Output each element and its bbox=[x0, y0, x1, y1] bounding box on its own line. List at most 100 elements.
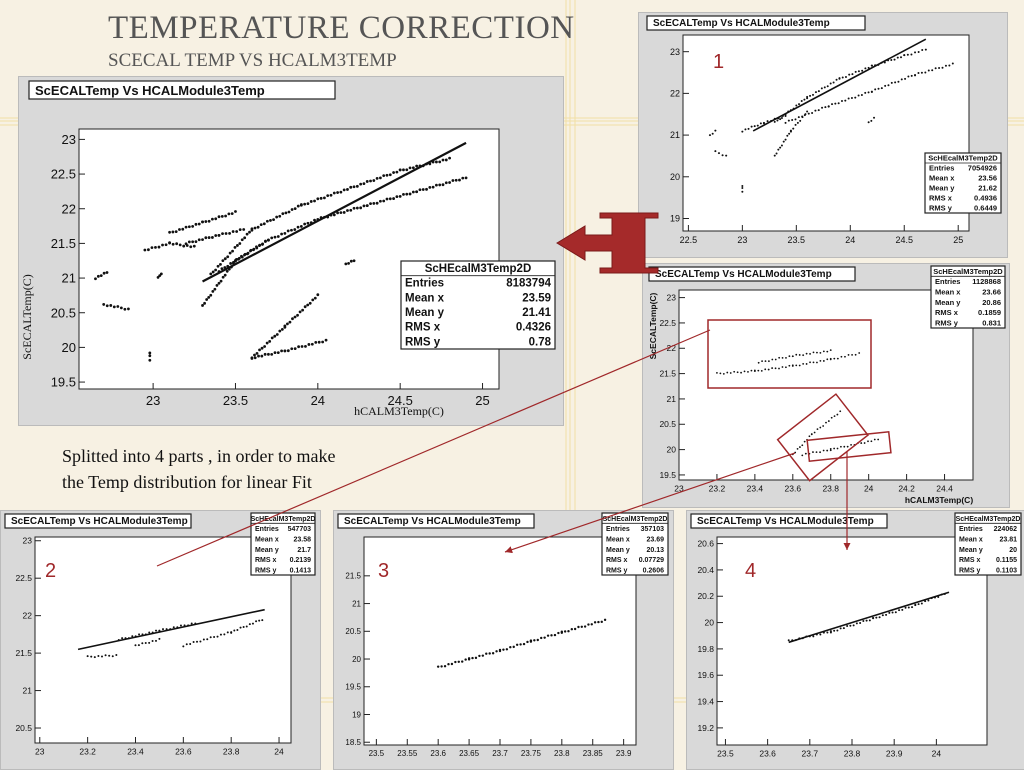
data-point bbox=[178, 243, 182, 247]
data-point bbox=[767, 368, 770, 371]
data-point bbox=[199, 640, 202, 643]
data-point bbox=[540, 636, 543, 640]
data-point bbox=[273, 235, 277, 239]
data-point bbox=[220, 214, 224, 218]
data-point bbox=[833, 357, 836, 360]
data-point bbox=[800, 100, 803, 103]
data-series bbox=[741, 184, 744, 193]
data-point bbox=[440, 665, 443, 668]
data-point bbox=[747, 127, 750, 130]
data-point bbox=[286, 229, 290, 233]
data-series bbox=[436, 618, 607, 668]
data-point bbox=[865, 619, 868, 622]
stats-label: RMS x bbox=[929, 194, 953, 203]
data-point bbox=[799, 119, 802, 122]
data-point bbox=[837, 102, 840, 105]
data-series bbox=[201, 238, 270, 307]
data-point bbox=[773, 154, 776, 157]
data-point bbox=[474, 656, 478, 660]
data-point bbox=[344, 262, 348, 266]
data-point bbox=[362, 182, 366, 186]
data-point bbox=[842, 627, 845, 630]
data-point bbox=[280, 232, 283, 236]
data-point bbox=[418, 188, 422, 192]
y-tick-label: 21.5 bbox=[15, 648, 32, 658]
y-tick-label: 23 bbox=[670, 47, 680, 57]
x-tick-label: 23.5 bbox=[369, 749, 385, 758]
data-point bbox=[900, 78, 903, 81]
data-point bbox=[881, 614, 884, 617]
y-tick-label: 22 bbox=[62, 201, 76, 216]
y-tick-label: 19 bbox=[670, 214, 680, 224]
plot-area bbox=[682, 34, 970, 232]
data-point bbox=[495, 650, 498, 653]
data-point bbox=[321, 340, 325, 344]
data-point bbox=[306, 303, 310, 307]
data-point bbox=[207, 295, 211, 299]
data-point bbox=[261, 243, 264, 246]
x-tick-label: 24.5 bbox=[895, 235, 913, 245]
data-point bbox=[603, 618, 607, 622]
data-point bbox=[229, 262, 233, 265]
data-point bbox=[844, 75, 847, 78]
data-point bbox=[342, 211, 346, 214]
stats-value: 0.1155 bbox=[996, 557, 1017, 564]
data-point bbox=[211, 236, 214, 239]
fit-line bbox=[77, 608, 265, 651]
data-point bbox=[185, 643, 188, 646]
x-tick-label: 23.7 bbox=[492, 749, 508, 758]
data-point bbox=[204, 236, 208, 240]
stats-label: RMS x bbox=[959, 557, 981, 564]
data-point bbox=[791, 355, 794, 358]
data-point bbox=[485, 652, 488, 655]
data-point bbox=[182, 244, 186, 248]
data-point bbox=[867, 440, 869, 443]
data-point bbox=[911, 606, 914, 609]
data-point bbox=[359, 206, 363, 210]
x-tick-label: 23.5 bbox=[788, 235, 806, 245]
data-point bbox=[372, 179, 376, 182]
data-point bbox=[798, 103, 801, 106]
data-point bbox=[298, 310, 302, 314]
data-point bbox=[744, 128, 747, 131]
x-tick-label: 23.9 bbox=[886, 749, 903, 759]
data-series bbox=[867, 116, 876, 124]
y-tick-label: 22 bbox=[23, 611, 33, 621]
x-tick-label: 23.6 bbox=[759, 749, 776, 759]
stats-value: 21.62 bbox=[978, 184, 997, 193]
data-point bbox=[189, 245, 193, 249]
data-point bbox=[454, 660, 457, 664]
data-point bbox=[816, 351, 818, 354]
data-point bbox=[827, 105, 830, 108]
data-point bbox=[148, 631, 151, 634]
data-point bbox=[296, 204, 300, 208]
data-point bbox=[179, 624, 182, 627]
data-point bbox=[447, 663, 450, 666]
data-point bbox=[297, 345, 301, 349]
data-series bbox=[182, 619, 264, 648]
stats-value: 23.56 bbox=[978, 174, 997, 183]
data-series bbox=[134, 637, 161, 647]
data-point bbox=[890, 81, 893, 84]
data-point bbox=[240, 238, 244, 242]
data-point bbox=[854, 70, 857, 73]
data-point bbox=[226, 255, 230, 259]
data-point bbox=[154, 245, 157, 249]
data-point bbox=[267, 238, 270, 242]
x-tick-label: 24.2 bbox=[898, 484, 915, 494]
chart-panel-1: ScECALTemp Vs HCALModule3Temp 22.5 23 23.5 2… bbox=[638, 12, 1008, 258]
data-point bbox=[756, 124, 759, 127]
data-point bbox=[577, 625, 580, 629]
data-point bbox=[96, 274, 100, 278]
data-point bbox=[306, 202, 310, 206]
data-point bbox=[265, 341, 269, 345]
data-point bbox=[590, 623, 593, 626]
data-point bbox=[251, 622, 254, 625]
chart-panel-4: ScECALTemp Vs HCALModule3Temp 23.5 23.6 23.… bbox=[686, 510, 1024, 770]
data-point bbox=[223, 257, 227, 261]
y-tick-label: 21 bbox=[352, 599, 361, 608]
data-point bbox=[788, 355, 791, 358]
stats-label: Entries bbox=[255, 526, 279, 533]
data-point bbox=[278, 329, 282, 333]
data-point bbox=[519, 643, 522, 646]
